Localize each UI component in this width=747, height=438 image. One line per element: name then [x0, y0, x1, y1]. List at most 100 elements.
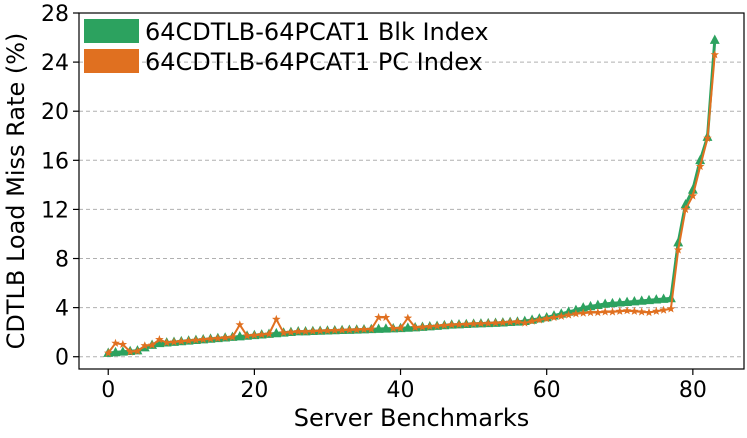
data-point: [710, 50, 719, 59]
data-point: [637, 307, 646, 316]
data-point: [622, 306, 632, 315]
data-point: [418, 322, 427, 331]
data-point: [359, 325, 369, 334]
data-point: [469, 319, 478, 328]
data-point: [636, 295, 647, 305]
data-point: [257, 330, 266, 339]
data-point: [608, 307, 617, 316]
x-tick-label: 20: [240, 378, 268, 403]
data-point: [564, 310, 573, 319]
data-point: [133, 346, 142, 355]
data-point: [315, 326, 325, 335]
data-point: [513, 317, 522, 326]
series-layer: [103, 34, 720, 357]
data-point: [570, 304, 581, 314]
y-tick-label: 20: [41, 100, 69, 125]
data-point: [505, 317, 515, 326]
data-point: [614, 297, 625, 307]
x-tick-label: 80: [679, 378, 707, 403]
data-point: [206, 334, 215, 343]
data-point: [162, 338, 171, 347]
data-point: [264, 329, 274, 338]
data-point: [447, 320, 456, 329]
data-point: [674, 245, 683, 254]
data-point: [235, 320, 244, 329]
data-point: [615, 306, 624, 315]
series-line: [107, 54, 716, 354]
data-point: [644, 308, 654, 317]
data-point: [579, 308, 588, 317]
data-point: [367, 324, 376, 333]
data-point: [140, 341, 149, 350]
data-point: [410, 323, 420, 332]
data-point: [374, 312, 383, 322]
data-point: [585, 300, 596, 311]
data-point: [425, 322, 434, 331]
x-tick-label: 0: [101, 378, 115, 403]
y-tick-label: 0: [55, 346, 69, 371]
data-point: [294, 327, 303, 336]
data-point: [242, 331, 252, 340]
plot-area: [78, 12, 745, 370]
data-point: [593, 308, 603, 317]
data-point: [118, 339, 128, 349]
y-tick-label: 28: [41, 2, 69, 27]
y-tick-label: 4: [55, 297, 69, 322]
data-point: [199, 335, 208, 344]
data-point: [323, 326, 332, 335]
data-point: [695, 154, 706, 165]
x-tick-label: 60: [533, 378, 561, 403]
data-point: [644, 294, 654, 305]
data-point: [687, 184, 698, 194]
data-point: [155, 335, 164, 344]
data-point: [169, 337, 179, 346]
x-axis-label: Server Benchmarks: [294, 404, 530, 432]
data-point: [607, 297, 618, 308]
data-point: [542, 314, 551, 323]
series-2: [104, 50, 719, 357]
data-point: [600, 298, 611, 308]
data-point: [389, 324, 398, 333]
data-point: [454, 320, 464, 329]
data-point: [308, 326, 318, 335]
x-axis: 0 20 40 60 80: [101, 369, 707, 403]
data-point: [220, 333, 230, 342]
data-point: [527, 316, 537, 325]
data-point: [578, 302, 589, 312]
data-point: [330, 326, 339, 335]
data-point: [630, 306, 639, 315]
data-point: [484, 318, 493, 327]
data-point: [491, 318, 500, 327]
data-point: [440, 320, 449, 330]
data-point: [402, 322, 413, 332]
data-point: [337, 325, 347, 334]
data-point: [709, 34, 720, 44]
data-point: [688, 191, 698, 200]
data-point: [286, 327, 296, 336]
data-point: [271, 327, 282, 338]
data-point: [301, 327, 310, 336]
data-point: [659, 305, 668, 314]
data-point: [117, 346, 128, 356]
y-tick-label: 8: [55, 248, 69, 273]
data-point: [373, 323, 384, 333]
data-point: [622, 296, 633, 306]
data-point: [571, 309, 581, 318]
data-point: [665, 292, 676, 303]
data-point: [666, 304, 676, 313]
data-point: [345, 325, 354, 334]
data-point: [191, 335, 201, 344]
legend-swatch: [84, 49, 139, 73]
legend: 64CDTLB-64PCAT1 Blk Index64CDTLB-64PCAT1…: [84, 18, 489, 76]
data-point: [629, 295, 640, 306]
y-tick-label: 24: [41, 51, 69, 76]
data-point: [658, 293, 669, 303]
data-point: [549, 312, 559, 322]
y-axis: 0 4 8 12 16 20 24 28: [41, 2, 79, 371]
data-point: [234, 330, 245, 341]
data-point: [673, 237, 684, 247]
data-point: [396, 323, 405, 332]
data-point: [652, 306, 661, 315]
data-point: [703, 133, 712, 142]
